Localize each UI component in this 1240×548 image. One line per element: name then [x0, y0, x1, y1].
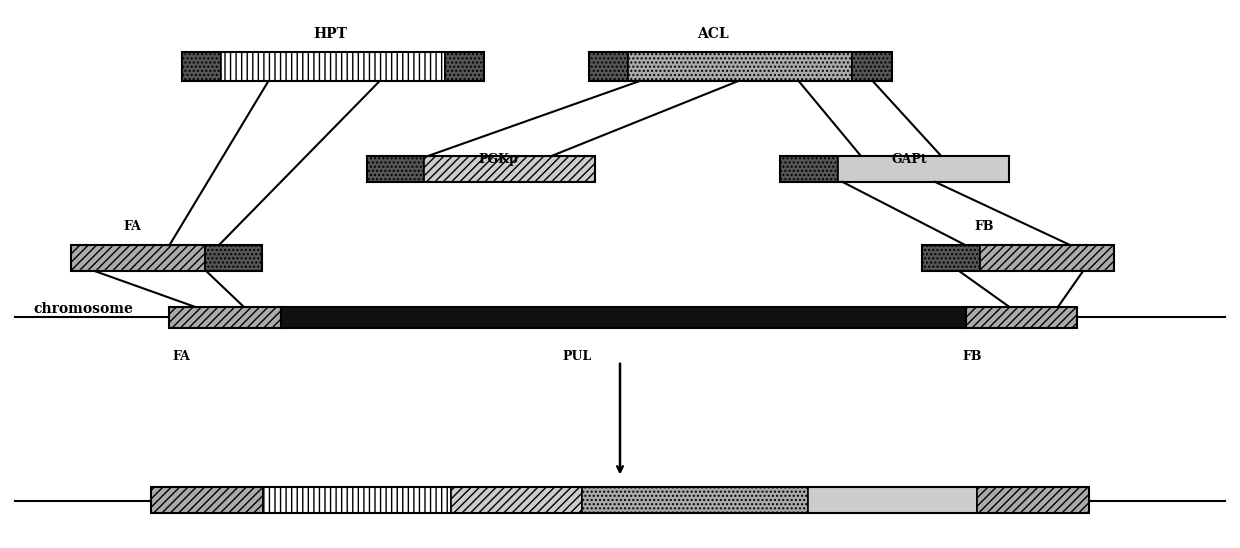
- FancyBboxPatch shape: [170, 306, 280, 328]
- Bar: [280, 306, 966, 328]
- FancyBboxPatch shape: [807, 487, 977, 513]
- FancyBboxPatch shape: [923, 246, 980, 271]
- Text: chromosome: chromosome: [33, 302, 134, 316]
- Text: PUL: PUL: [562, 350, 591, 363]
- FancyBboxPatch shape: [367, 156, 424, 182]
- Text: FA: FA: [124, 220, 141, 233]
- Bar: [71, 246, 262, 271]
- Bar: [170, 306, 280, 328]
- FancyBboxPatch shape: [263, 487, 451, 513]
- FancyBboxPatch shape: [583, 487, 807, 513]
- FancyBboxPatch shape: [589, 52, 629, 82]
- FancyBboxPatch shape: [966, 306, 1076, 328]
- Bar: [182, 52, 484, 82]
- Text: PGKp: PGKp: [479, 152, 518, 165]
- FancyBboxPatch shape: [182, 52, 221, 82]
- Text: FA: FA: [172, 350, 191, 363]
- FancyBboxPatch shape: [151, 487, 263, 513]
- Bar: [151, 487, 1089, 513]
- Bar: [966, 306, 1076, 328]
- FancyBboxPatch shape: [71, 246, 205, 271]
- Text: HPT: HPT: [312, 27, 347, 41]
- FancyBboxPatch shape: [221, 52, 445, 82]
- Text: FB: FB: [962, 350, 982, 363]
- Text: ACL: ACL: [697, 27, 728, 41]
- Bar: [367, 156, 595, 182]
- FancyBboxPatch shape: [424, 156, 595, 182]
- Text: FB: FB: [975, 220, 994, 233]
- FancyBboxPatch shape: [980, 246, 1114, 271]
- FancyBboxPatch shape: [852, 52, 892, 82]
- FancyBboxPatch shape: [837, 156, 1009, 182]
- FancyBboxPatch shape: [780, 156, 837, 182]
- FancyBboxPatch shape: [205, 246, 262, 271]
- FancyBboxPatch shape: [280, 306, 966, 328]
- FancyBboxPatch shape: [977, 487, 1089, 513]
- Bar: [589, 52, 892, 82]
- Text: GAPt: GAPt: [892, 152, 928, 165]
- Bar: [923, 246, 1114, 271]
- FancyBboxPatch shape: [451, 487, 583, 513]
- FancyBboxPatch shape: [445, 52, 484, 82]
- Bar: [780, 156, 1009, 182]
- FancyBboxPatch shape: [629, 52, 852, 82]
